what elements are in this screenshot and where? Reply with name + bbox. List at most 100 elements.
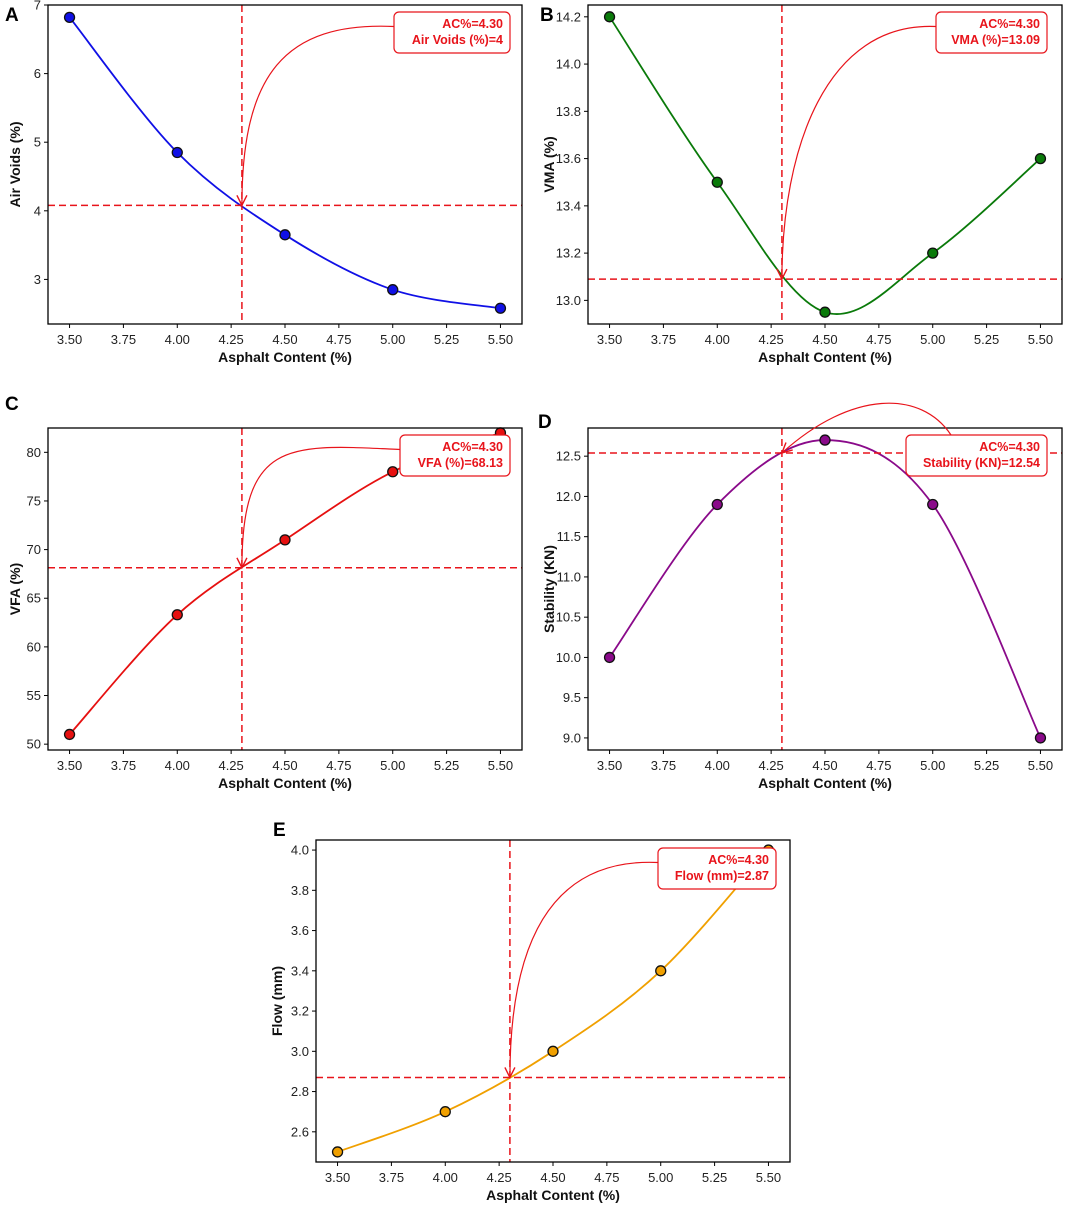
data-point xyxy=(387,284,399,296)
annotation-text: Flow (mm)=2.87 xyxy=(675,869,769,883)
y-tick-label: 3.4 xyxy=(291,963,309,978)
data-point xyxy=(387,466,399,478)
y-tick-label: 50 xyxy=(27,737,41,752)
data-point xyxy=(331,1146,344,1158)
fit-curve xyxy=(68,16,501,310)
x-axis-label: Asphalt Content (%) xyxy=(218,349,352,365)
y-tick-label: 80 xyxy=(27,445,41,460)
x-axis-label: Asphalt Content (%) xyxy=(486,1187,620,1203)
data-point xyxy=(711,176,723,188)
annotation-box xyxy=(905,434,1048,477)
data-point xyxy=(1034,732,1047,744)
data-point xyxy=(603,11,616,23)
panel-label-b: B xyxy=(540,5,554,26)
x-tick-label: 4.50 xyxy=(272,332,297,347)
x-tick-label: 5.00 xyxy=(648,1170,673,1185)
data-point xyxy=(63,11,76,23)
x-tick-label: 4.25 xyxy=(486,1170,511,1185)
panel-e: E 3.50 3.75 4.00 4.25 4.50 4.75 5.00 5.25 5.50 2.6… xyxy=(269,820,791,1203)
x-tick-label: 3.50 xyxy=(325,1170,350,1185)
x-tick-label: 3.75 xyxy=(651,758,676,773)
y-tick-label: 5 xyxy=(34,135,41,150)
y-tick-label: 7 xyxy=(34,0,41,13)
panel-a: A 3.50 3.75 4.00 4.25 4.50 4.75 5.00 5.25 5.50 3 4 5… xyxy=(5,0,523,365)
data-point xyxy=(711,498,723,511)
y-axis-label: Stability (KN) xyxy=(541,545,557,633)
x-tick-label: 5.25 xyxy=(974,332,999,347)
x-tick-label: 5.50 xyxy=(1028,758,1053,773)
data-point xyxy=(819,434,831,446)
y-tick-label: 9.0 xyxy=(563,730,581,745)
x-tick-label: 5.25 xyxy=(434,332,459,347)
annotation-text: Stability (KN)=12.54 xyxy=(923,456,1040,470)
annotation-text: VMA (%)=13.09 xyxy=(951,33,1040,47)
annotation-arrow xyxy=(241,25,395,206)
data-point xyxy=(1034,152,1047,165)
y-tick-label: 3 xyxy=(34,272,41,287)
x-tick-label: 5.25 xyxy=(702,1170,727,1185)
x-tick-label: 4.50 xyxy=(540,1170,565,1185)
x-tick-label: 4.00 xyxy=(705,758,730,773)
annotation-text: AC%=4.30 xyxy=(979,17,1040,31)
panel-c: C 3.50 3.75 4.00 4.25 4.50 4.75 5.00 5.25 5.50 50 5… xyxy=(5,394,523,791)
panel-d: D 3.50 3.75 4.00 4.25 4.50 4.75 5.00 5.25 5.50 9.0… xyxy=(538,402,1063,791)
x-tick-label: 3.75 xyxy=(651,332,676,347)
data-point xyxy=(547,1045,559,1057)
y-tick-label: 11.5 xyxy=(557,529,581,544)
y-tick-label: 3.0 xyxy=(291,1044,309,1059)
y-tick-label: 9.5 xyxy=(563,690,581,705)
data-point xyxy=(63,728,76,741)
annotation-text: AC%=4.30 xyxy=(442,17,503,31)
x-tick-label: 4.75 xyxy=(866,758,891,773)
x-tick-label: 4.00 xyxy=(165,758,190,773)
y-tick-label: 75 xyxy=(27,493,41,508)
annotation-arrow xyxy=(509,861,659,1078)
data-point xyxy=(927,498,939,511)
plot-frame xyxy=(587,427,1063,751)
y-tick-label: 11.0 xyxy=(557,569,581,584)
annotation-box xyxy=(399,434,511,477)
x-tick-label: 4.00 xyxy=(433,1170,458,1185)
y-tick-label: 3.8 xyxy=(291,883,309,898)
y-tick-label: 4 xyxy=(34,203,41,218)
data-point xyxy=(171,609,183,621)
annotation-text: AC%=4.30 xyxy=(442,440,503,454)
x-tick-label: 5.00 xyxy=(920,332,945,347)
y-tick-label: 13.2 xyxy=(556,246,581,261)
x-tick-label: 4.00 xyxy=(165,332,190,347)
y-tick-label: 13.8 xyxy=(556,104,581,119)
y-tick-label: 65 xyxy=(27,591,41,606)
fit-curve xyxy=(608,16,1042,315)
fit-curve xyxy=(608,439,1042,739)
plot-frame xyxy=(315,839,791,1163)
x-tick-label: 4.75 xyxy=(326,332,351,347)
x-tick-label: 4.25 xyxy=(218,758,243,773)
x-tick-label: 4.50 xyxy=(812,758,837,773)
annotation-box xyxy=(657,847,777,890)
y-tick-label: 13.4 xyxy=(556,198,581,213)
x-tick-label: 4.75 xyxy=(594,1170,619,1185)
data-point xyxy=(279,534,291,546)
x-tick-label: 5.50 xyxy=(488,758,513,773)
x-tick-label: 5.25 xyxy=(434,758,459,773)
fit-curve xyxy=(337,849,770,1153)
x-tick-label: 3.50 xyxy=(57,758,82,773)
panel-label-e: E xyxy=(273,820,286,841)
annotation-text: VFA (%)=68.13 xyxy=(418,456,503,470)
y-tick-label: 10.0 xyxy=(556,650,581,665)
x-tick-label: 4.25 xyxy=(758,332,783,347)
x-tick-label: 5.00 xyxy=(380,332,405,347)
x-tick-label: 5.25 xyxy=(974,758,999,773)
y-tick-label: 2.8 xyxy=(291,1084,309,1099)
y-tick-label: 14.0 xyxy=(556,57,581,72)
data-point xyxy=(819,306,831,318)
data-point xyxy=(171,146,183,159)
annotation-arrow xyxy=(781,402,952,454)
x-tick-label: 5.50 xyxy=(1028,332,1053,347)
x-tick-label: 3.75 xyxy=(379,1170,404,1185)
x-tick-label: 3.50 xyxy=(597,758,622,773)
y-axis-label: Air Voids (%) xyxy=(7,121,23,207)
x-tick-label: 3.75 xyxy=(111,758,136,773)
panel-label-a: A xyxy=(5,5,19,26)
x-tick-label: 3.50 xyxy=(597,332,622,347)
